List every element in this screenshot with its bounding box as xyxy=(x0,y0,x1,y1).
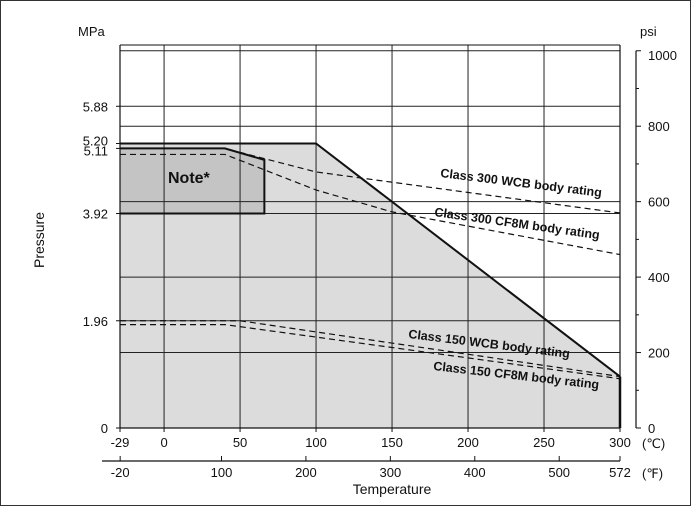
tick-label-mpa-1: 1.96 xyxy=(83,314,108,329)
series-line-1 xyxy=(120,147,266,215)
tick-label-f-6: 572 xyxy=(609,465,631,480)
tick-label-f-0: -20 xyxy=(111,465,130,480)
x-unit-fahrenheit: (℉) xyxy=(642,466,663,481)
tick-label-psi-1: 200 xyxy=(648,346,670,361)
tick-label-psi-2: 400 xyxy=(648,270,670,285)
tick-label-psi-3: 600 xyxy=(648,195,670,210)
tick-label-mpa-0: 0 xyxy=(101,421,108,436)
tick-label-c-6: 250 xyxy=(533,435,555,450)
series-line-2 xyxy=(120,147,621,214)
series-line-3 xyxy=(120,153,621,256)
tick-label-c-4: 150 xyxy=(381,435,403,450)
tick-label-f-1: 100 xyxy=(211,465,233,480)
tick-label-psi-5: 1000 xyxy=(648,48,677,63)
y-unit-left: MPa xyxy=(78,24,106,39)
series-fill-1 xyxy=(120,148,265,214)
series-fill-0 xyxy=(120,143,620,428)
tick-label-mpa-2: 3.92 xyxy=(83,207,108,222)
y-unit-right: psi xyxy=(640,24,657,39)
tick-label-mpa-4: 5.20 xyxy=(83,133,108,148)
tick-label-psi-4: 800 xyxy=(648,119,670,134)
tick-label-f-3: 300 xyxy=(379,465,401,480)
tick-label-c-0: -29 xyxy=(111,435,130,450)
tick-label-c-7: 300 xyxy=(609,435,631,450)
series-line-4 xyxy=(120,320,621,378)
tick-label-mpa-3: 5.11 xyxy=(84,143,108,158)
note-label: Note* xyxy=(168,170,211,187)
tick-label-c-5: 200 xyxy=(457,435,479,450)
series-line-0 xyxy=(120,142,621,378)
tick-label-mpa-5: 5.88 xyxy=(83,99,108,114)
tick-label-c-2: 50 xyxy=(233,435,247,450)
tick-label-c-1: 0 xyxy=(160,435,167,450)
tick-label-f-2: 200 xyxy=(295,465,317,480)
series-line-5 xyxy=(120,323,621,380)
tick-label-c-3: 100 xyxy=(305,435,327,450)
tick-label-f-5: 500 xyxy=(548,465,570,480)
x-axis-label: Temperature xyxy=(353,481,432,497)
y-axis-label: Pressure xyxy=(31,212,47,268)
tick-label-psi-0: 0 xyxy=(648,421,655,436)
x-unit-celsius: (℃) xyxy=(642,436,665,451)
tick-label-f-4: 400 xyxy=(464,465,486,480)
